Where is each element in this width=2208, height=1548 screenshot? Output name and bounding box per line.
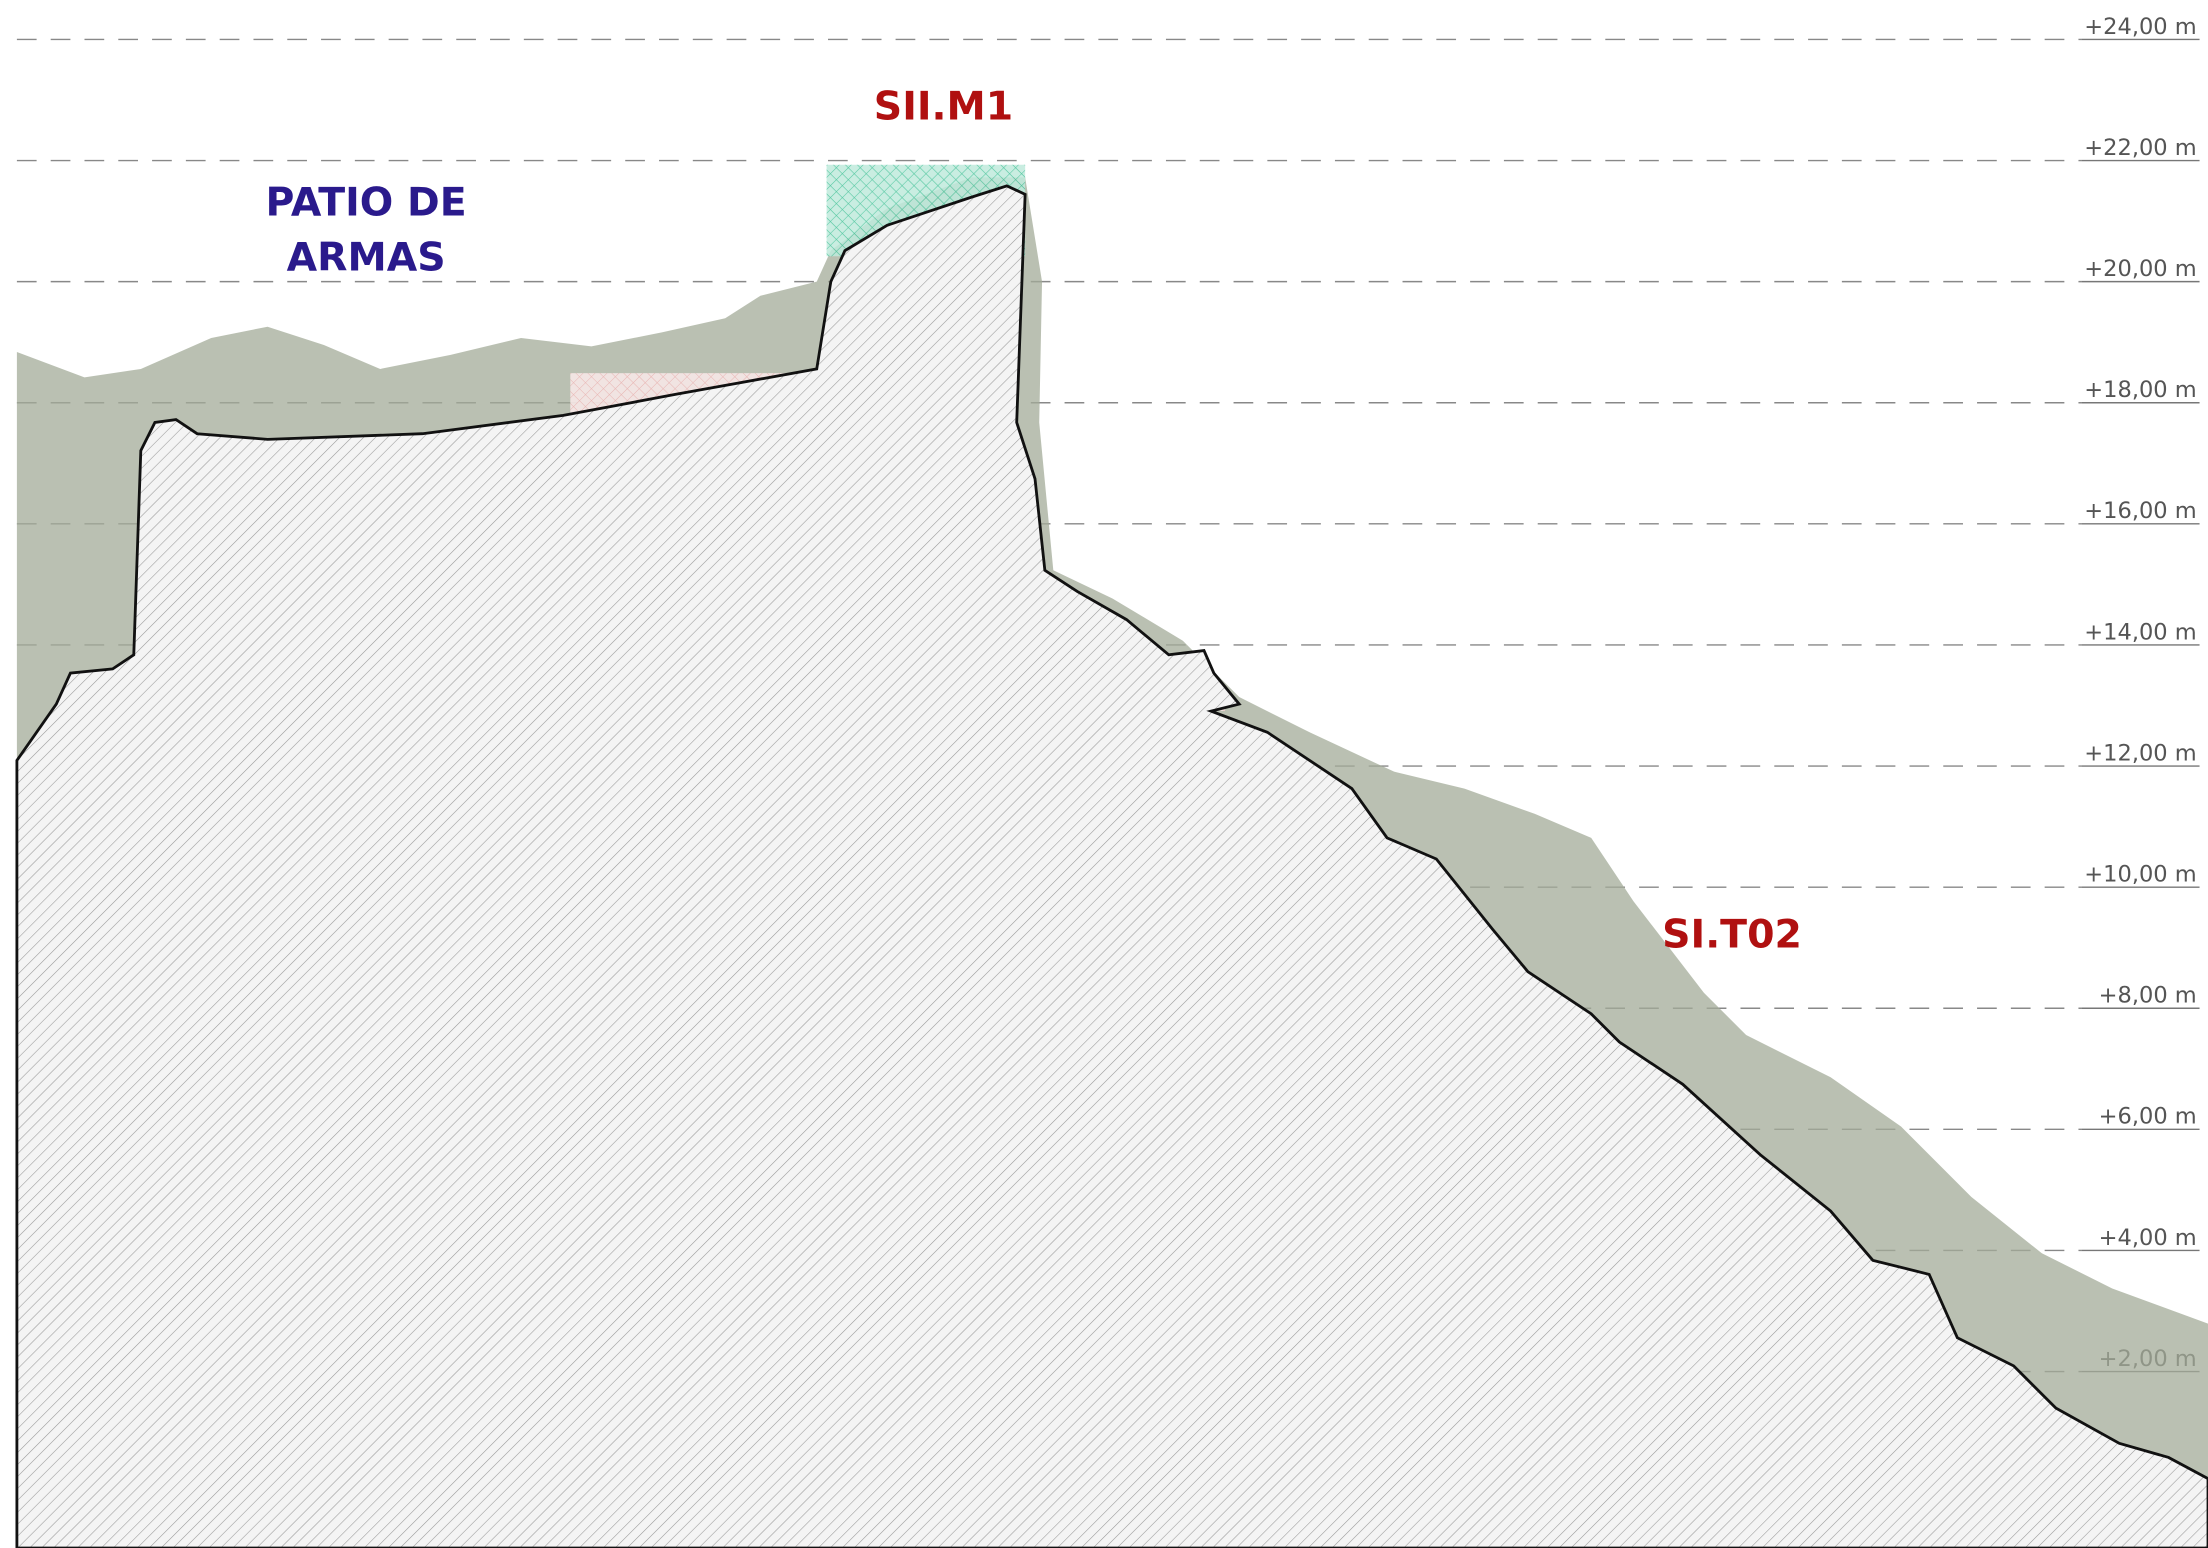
level-label: +22,00 m bbox=[2084, 135, 2196, 161]
section-drawing: +24,00 m +22,00 m +20,00 m +18,00 m +16,00 m… bbox=[0, 0, 2208, 1548]
level-label: +10,00 m bbox=[2084, 862, 2196, 888]
level-label: +4,00 m bbox=[2099, 1225, 2197, 1251]
level-label: +8,00 m bbox=[2099, 983, 2197, 1009]
level-label: +16,00 m bbox=[2084, 498, 2196, 524]
level-label: +18,00 m bbox=[2084, 377, 2196, 403]
level-label: +20,00 m bbox=[2084, 256, 2196, 282]
annotation: SI.T02 bbox=[1662, 912, 1802, 958]
level-label: +24,00 m bbox=[2084, 14, 2196, 40]
page: +24,00 m +22,00 m +20,00 m +18,00 m +16,00 m… bbox=[0, 0, 2208, 1548]
annotation: SII.M1 bbox=[874, 84, 1013, 130]
level-label: +14,00 m bbox=[2084, 619, 2196, 645]
annotation: ARMAS bbox=[287, 234, 446, 280]
level-label: +6,00 m bbox=[2099, 1104, 2197, 1130]
level-label: +12,00 m bbox=[2084, 740, 2196, 766]
annotation: PATIO DE bbox=[266, 179, 467, 225]
